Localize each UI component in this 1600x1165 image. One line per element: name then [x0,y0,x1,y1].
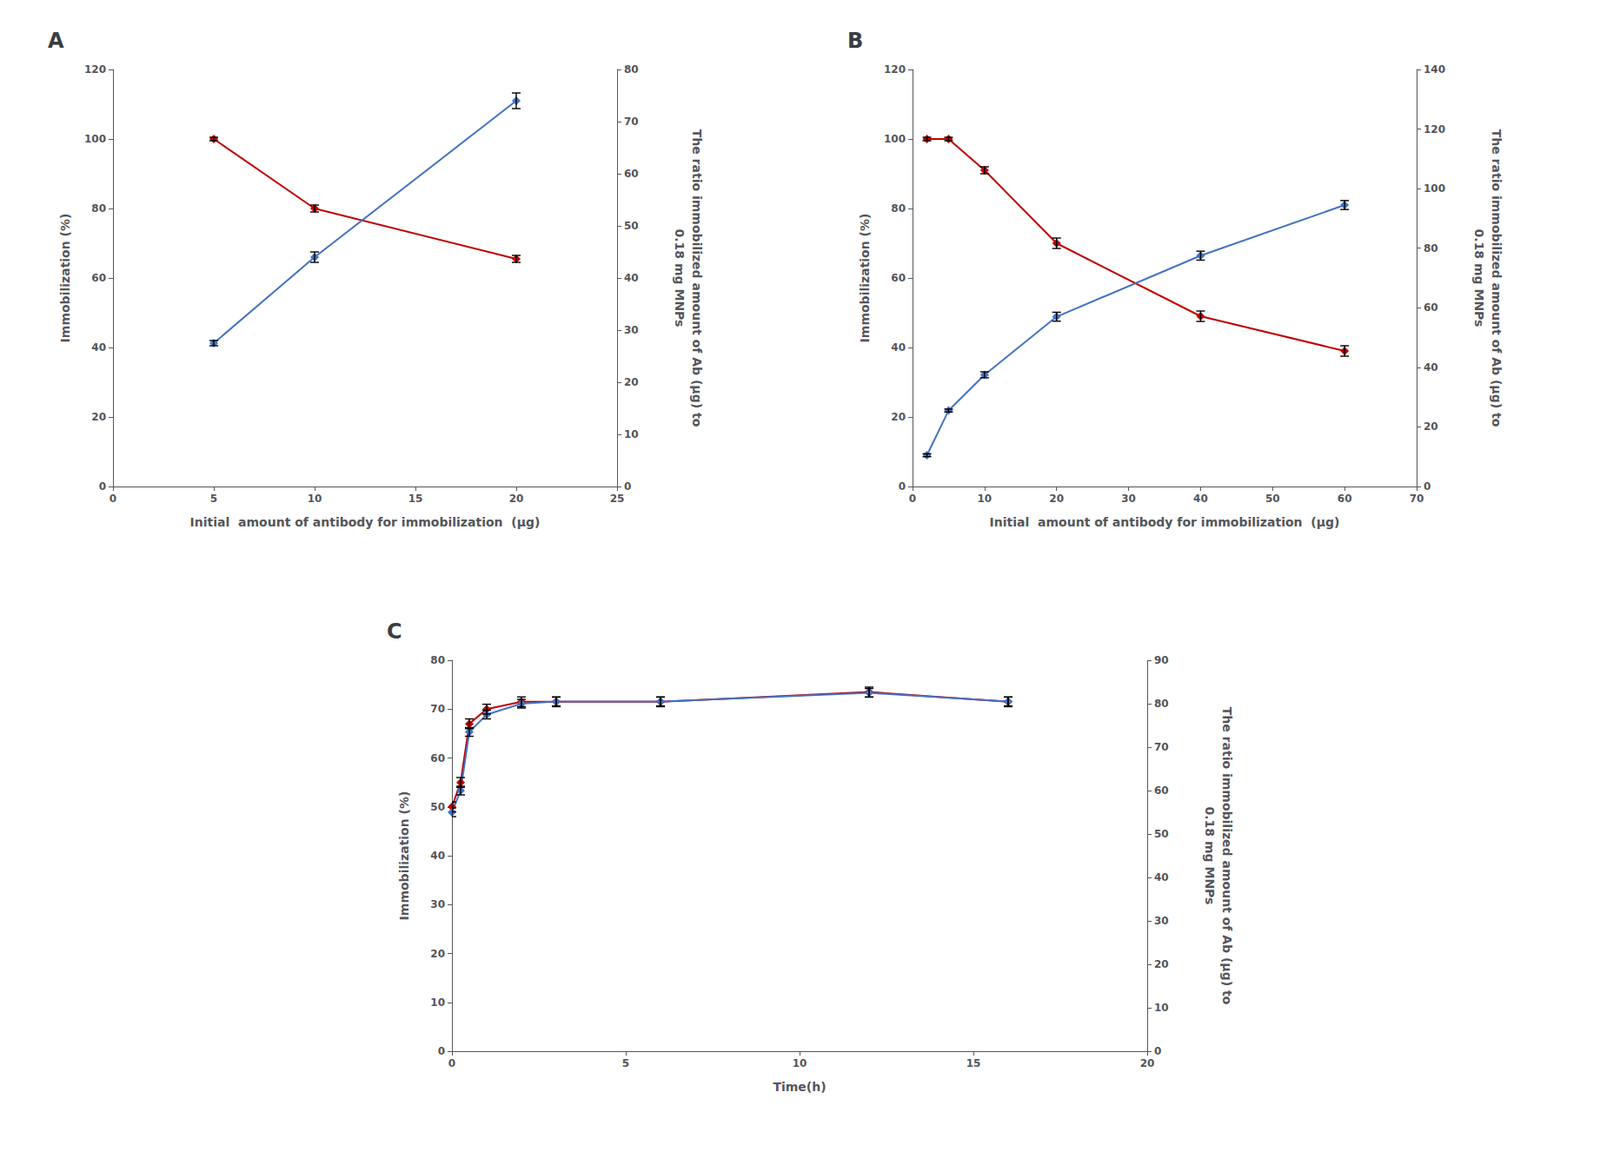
svg-text:120: 120 [84,63,107,76]
svg-text:60: 60 [624,167,639,180]
svg-text:10: 10 [1154,1002,1169,1015]
svg-text:90: 90 [1154,654,1169,667]
svg-text:80: 80 [430,654,445,667]
svg-text:0: 0 [1423,480,1431,493]
svg-text:The ratio immobilized amount o: The ratio immobilized amount of Ab (μg) … [1489,129,1504,428]
svg-text:0.18 mg MNPs: 0.18 mg MNPs [1202,807,1217,906]
svg-text:0: 0 [624,480,631,493]
svg-text:80: 80 [1154,697,1169,711]
svg-text:60: 60 [1423,301,1439,314]
svg-text:Immobilization (%): Immobilization (%) [857,213,872,344]
svg-text:70: 70 [1154,741,1169,754]
svg-text:0: 0 [909,492,917,505]
svg-text:80: 80 [1423,242,1439,255]
svg-text:40: 40 [1154,871,1169,884]
svg-text:0: 0 [448,1057,456,1070]
svg-text:40: 40 [430,849,445,863]
svg-text:0: 0 [99,480,107,493]
svg-text:120: 120 [883,63,906,76]
svg-text:40: 40 [624,272,639,285]
svg-text:10: 10 [977,492,993,505]
svg-text:10: 10 [430,996,445,1010]
svg-text:5: 5 [622,1057,630,1070]
svg-text:20: 20 [430,948,445,961]
svg-text:70: 70 [1409,492,1425,505]
svg-text:0.18 mg MNPs: 0.18 mg MNPs [1472,229,1487,328]
svg-text:40: 40 [1423,361,1439,374]
svg-text:Immobilization (%): Immobilization (%) [397,791,412,922]
svg-text:80: 80 [890,202,906,215]
svg-text:The ratio immobilized amount o: The ratio immobilized amount of Ab (μg) … [1220,707,1235,1006]
svg-text:50: 50 [1154,828,1169,841]
svg-text:20: 20 [1048,492,1064,505]
svg-text:Initial amount of antibody fo: Initial amount of antibody for immobiliz… [190,515,541,530]
svg-text:20: 20 [91,411,107,424]
svg-text:50: 50 [624,219,639,233]
svg-text:20: 20 [890,411,906,424]
svg-text:10: 10 [624,428,639,441]
svg-text:The ratio immobilized amount o: The ratio immobilized amount of Ab (μg) … [690,129,704,428]
svg-text:70: 70 [430,703,445,716]
svg-text:100: 100 [883,132,906,146]
svg-text:Time(h): Time(h) [772,1080,826,1095]
svg-text:30: 30 [624,324,639,337]
svg-text:5: 5 [210,492,218,505]
svg-text:120: 120 [1423,123,1446,136]
svg-text:10: 10 [307,492,323,505]
svg-text:60: 60 [91,272,107,285]
svg-text:10: 10 [792,1057,808,1070]
svg-text:50: 50 [430,801,445,814]
svg-text:20: 20 [1140,1057,1156,1070]
svg-text:0.18 mg MNPs: 0.18 mg MNPs [672,229,687,328]
svg-text:0: 0 [898,480,906,493]
svg-text:A: A [47,28,65,54]
svg-text:60: 60 [430,752,445,765]
svg-text:140: 140 [1423,63,1446,76]
svg-text:15: 15 [966,1057,982,1070]
svg-text:B: B [847,28,864,54]
svg-text:15: 15 [408,492,424,505]
svg-text:20: 20 [1423,420,1439,433]
svg-text:25: 25 [610,492,625,505]
svg-text:70: 70 [624,115,639,128]
svg-text:80: 80 [91,202,107,215]
svg-text:Immobilization (%): Immobilization (%) [58,213,73,344]
svg-text:60: 60 [1154,784,1169,797]
svg-text:20: 20 [624,376,639,389]
svg-text:60: 60 [890,272,906,285]
svg-text:C: C [386,619,403,644]
svg-text:20: 20 [509,492,525,505]
svg-text:100: 100 [84,132,107,146]
svg-text:30: 30 [430,898,445,911]
svg-text:20: 20 [1154,958,1169,971]
svg-text:30: 30 [1154,915,1169,928]
svg-text:Initial amount of antibody fo: Initial amount of antibody for immobiliz… [989,515,1341,530]
svg-text:40: 40 [890,341,906,354]
svg-text:0: 0 [1154,1045,1162,1058]
svg-text:0: 0 [438,1045,445,1058]
svg-text:40: 40 [91,341,107,354]
svg-text:100: 100 [1423,182,1446,195]
svg-text:50: 50 [1265,492,1281,505]
svg-text:60: 60 [1337,492,1353,505]
svg-text:40: 40 [1193,492,1209,505]
svg-text:0: 0 [109,492,117,505]
svg-text:30: 30 [1121,492,1136,505]
svg-text:80: 80 [624,63,639,76]
